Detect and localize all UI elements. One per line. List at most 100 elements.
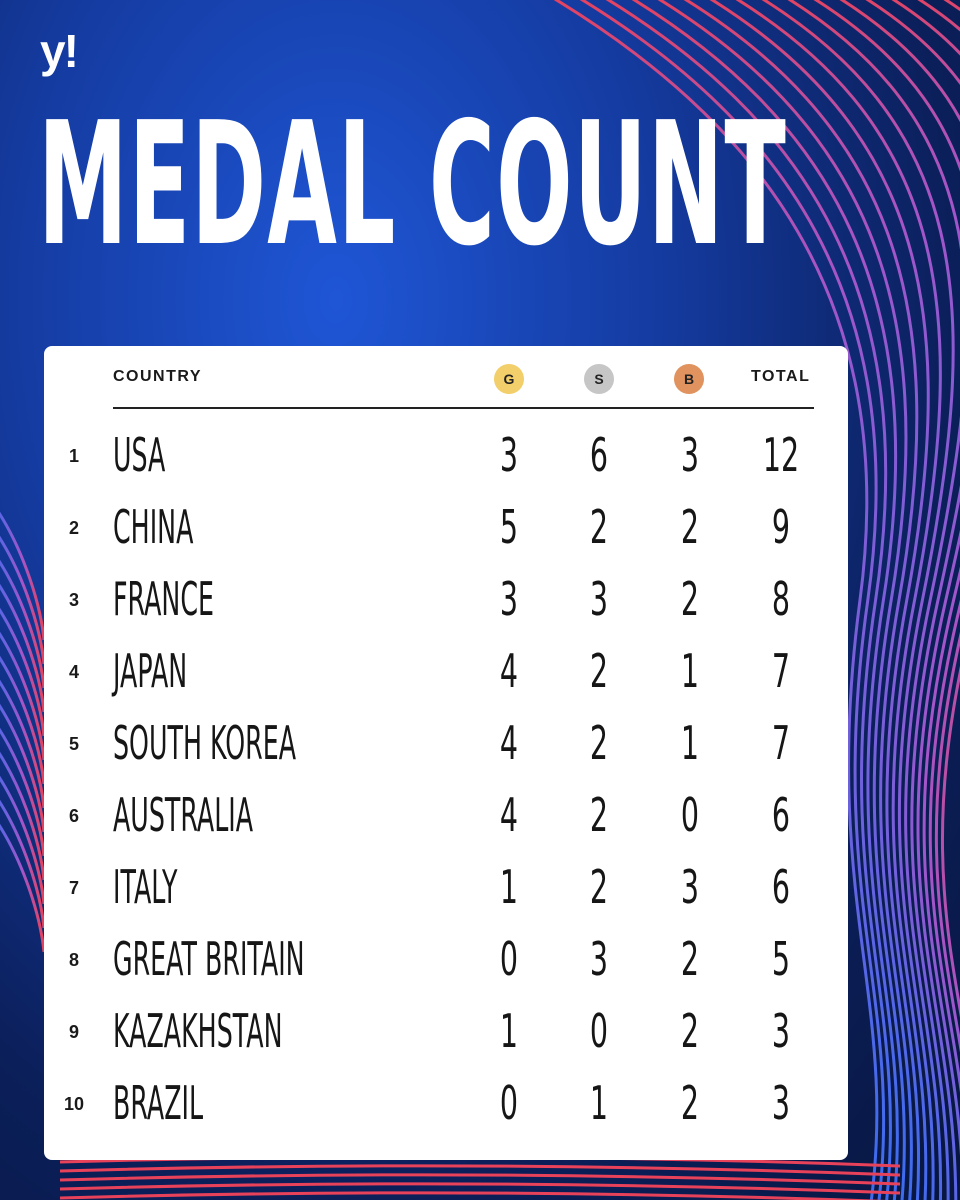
track-line xyxy=(0,679,46,809)
track-line xyxy=(631,0,899,1200)
track-line xyxy=(59,1191,887,1200)
total-count-cell: 7 xyxy=(771,716,791,770)
rank-cell: 2 xyxy=(68,518,79,538)
track-line xyxy=(0,583,46,713)
track-line xyxy=(59,1173,901,1186)
total-count-cell: 5 xyxy=(771,932,791,986)
silver-medal-icon: S xyxy=(584,364,614,394)
gold-count-cell: 1 xyxy=(499,1004,519,1058)
rank-cell: 6 xyxy=(68,806,79,826)
bronze-count-cell: 3 xyxy=(680,428,700,482)
rank-cell: 5 xyxy=(68,734,79,754)
track-line xyxy=(865,0,960,1157)
track-line xyxy=(59,1182,901,1195)
track-line xyxy=(0,751,46,881)
track-line xyxy=(0,727,46,857)
medal-table-card: COUNTRY G S B TOTAL 1 USA 3 6 3 12 2 CHINA 5 2 2 9 3… xyxy=(44,346,848,1160)
track-line xyxy=(0,631,46,761)
bronze-count-cell: 1 xyxy=(680,644,700,698)
track-line xyxy=(735,0,942,1200)
gold-count-cell: 0 xyxy=(499,932,519,986)
total-count-cell: 7 xyxy=(771,644,791,698)
table-row: 3 FRANCE 3 3 2 8 xyxy=(44,568,848,640)
total-count-cell: 3 xyxy=(771,1076,791,1130)
bronze-count-cell: 1 xyxy=(680,716,700,770)
country-cell: USA xyxy=(113,428,166,482)
gold-medal-icon: G xyxy=(494,364,524,394)
gold-count-cell: 3 xyxy=(499,428,519,482)
bronze-count-cell: 2 xyxy=(680,572,700,626)
total-column-header: TOTAL xyxy=(751,368,811,385)
total-count-cell: 12 xyxy=(762,428,800,482)
track-line xyxy=(553,0,879,1200)
bronze-count-cell: 2 xyxy=(680,500,700,554)
country-cell: CHINA xyxy=(113,500,194,554)
total-count-cell: 3 xyxy=(771,1004,791,1058)
track-line xyxy=(0,775,46,905)
rank-cell: 3 xyxy=(68,590,79,610)
bronze-medal-icon: B xyxy=(674,364,704,394)
silver-count-cell: 2 xyxy=(589,716,609,770)
table-row: 7 ITALY 1 2 3 6 xyxy=(44,856,848,928)
silver-count-cell: 6 xyxy=(589,428,609,482)
silver-count-cell: 3 xyxy=(589,572,609,626)
page-title: MEDAL COUNT xyxy=(38,86,787,284)
table-header: COUNTRY G S B TOTAL xyxy=(44,346,848,408)
silver-count-cell: 2 xyxy=(589,644,609,698)
table-row: 8 GREAT BRITAIN 0 3 2 5 xyxy=(44,928,848,1000)
country-cell: JAPAN xyxy=(113,644,188,698)
track-line xyxy=(813,0,960,1200)
country-cell: AUSTRALIA xyxy=(113,788,254,842)
silver-count-cell: 3 xyxy=(589,932,609,986)
silver-count-cell: 2 xyxy=(589,860,609,914)
track-line xyxy=(0,703,46,833)
bronze-count-cell: 2 xyxy=(680,1076,700,1130)
rank-cell: 4 xyxy=(68,662,79,682)
track-line xyxy=(657,0,908,1200)
track-line xyxy=(917,0,960,1053)
gold-count-cell: 5 xyxy=(499,500,519,554)
table-row: 5 SOUTH KOREA 4 2 1 7 xyxy=(44,712,848,784)
total-count-cell: 9 xyxy=(771,500,791,554)
gold-count-cell: 1 xyxy=(499,860,519,914)
track-line xyxy=(709,0,930,1200)
track-line xyxy=(0,823,46,953)
table-row: 2 CHINA 5 2 2 9 xyxy=(44,496,848,568)
total-count-cell: 8 xyxy=(771,572,791,626)
gold-count-cell: 3 xyxy=(499,572,519,626)
country-cell: SOUTH KOREA xyxy=(113,716,297,770)
rank-cell: 7 xyxy=(68,878,79,898)
total-count-cell: 6 xyxy=(771,788,791,842)
rank-cell: 10 xyxy=(63,1094,85,1114)
total-count-cell: 6 xyxy=(771,860,791,914)
rank-cell: 9 xyxy=(68,1022,79,1042)
silver-count-cell: 0 xyxy=(589,1004,609,1058)
country-cell: BRAZIL xyxy=(113,1076,204,1130)
track-line xyxy=(0,799,46,929)
silver-count-cell: 2 xyxy=(589,788,609,842)
table-row: 4 JAPAN 4 2 1 7 xyxy=(44,640,848,712)
country-column-header: COUNTRY xyxy=(113,368,203,385)
bronze-count-cell: 2 xyxy=(680,1004,700,1058)
gold-count-cell: 4 xyxy=(499,644,519,698)
bronze-count-cell: 3 xyxy=(680,860,700,914)
track-line xyxy=(683,0,919,1200)
table-row: 6 AUSTRALIA 4 2 0 6 xyxy=(44,784,848,856)
rank-cell: 8 xyxy=(68,950,79,970)
table-row: 10 BRAZIL 0 1 2 3 xyxy=(44,1072,848,1144)
track-line xyxy=(59,1164,901,1177)
silver-count-cell: 1 xyxy=(589,1076,609,1130)
track-line xyxy=(579,0,886,1200)
header-divider xyxy=(113,407,814,409)
track-line xyxy=(839,0,960,1200)
track-line xyxy=(891,0,960,1093)
table-row: 1 USA 3 6 3 12 xyxy=(44,424,848,496)
track-line xyxy=(0,607,46,737)
track-line xyxy=(787,0,960,1200)
gold-count-cell: 0 xyxy=(499,1076,519,1130)
track-line xyxy=(0,559,46,689)
silver-count-cell: 2 xyxy=(589,500,609,554)
track-line xyxy=(0,511,46,641)
table-row: 9 KAZAKHSTAN 1 0 2 3 xyxy=(44,1000,848,1072)
country-cell: ITALY xyxy=(113,860,178,914)
